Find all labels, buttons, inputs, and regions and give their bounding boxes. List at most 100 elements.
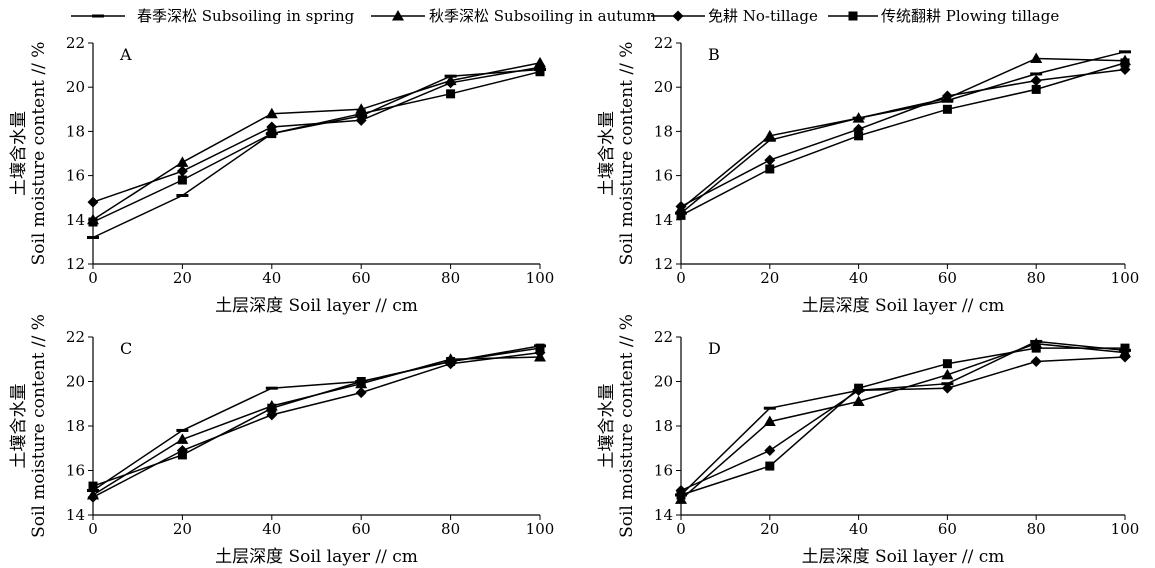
x-tick-label: 60 bbox=[938, 520, 957, 538]
data-point bbox=[1030, 72, 1043, 76]
data-point bbox=[88, 217, 98, 227]
legend-label: 传统翻耕 Plowing tillage bbox=[881, 7, 1059, 25]
chart-panel-d: 14 16 18 20 22 0 20 40 60 80 100 土层深度 Soil layer //… bbox=[596, 314, 1139, 567]
data-point bbox=[763, 129, 776, 141]
y-tick-label: 14 bbox=[66, 211, 85, 229]
series-dash bbox=[675, 339, 1131, 497]
data-point bbox=[355, 387, 367, 399]
data-point bbox=[941, 368, 954, 380]
series-line bbox=[92, 347, 541, 487]
x-tick-label: 0 bbox=[676, 269, 686, 287]
series-line bbox=[680, 68, 1126, 208]
x-tick-label: 100 bbox=[1111, 520, 1140, 538]
series-line bbox=[680, 62, 1126, 217]
y-tick-label: 22 bbox=[66, 34, 85, 52]
legend-label: 春季深松 Subsoiling in spring bbox=[137, 7, 355, 25]
data-point bbox=[763, 406, 776, 410]
y-axis-title-en: Soil moisture content // % bbox=[29, 42, 49, 266]
data-point bbox=[265, 107, 278, 119]
y-axis-title-cn: 土壤含水量 bbox=[8, 111, 29, 196]
data-point bbox=[177, 450, 187, 460]
legend-item: 春季深松 Subsoiling in spring bbox=[71, 7, 355, 25]
series-square bbox=[88, 67, 545, 227]
x-tick-label: 80 bbox=[1027, 520, 1046, 538]
x-tick-label: 60 bbox=[938, 269, 957, 287]
x-tick-label: 100 bbox=[526, 520, 555, 538]
data-point bbox=[941, 382, 953, 394]
series-diamond bbox=[87, 61, 546, 208]
chart-panel-a: 12 14 16 18 20 22 0 20 40 60 80 100 土层深度 Soil layer … bbox=[8, 34, 554, 316]
y-axis-title-cn: 土壤含水量 bbox=[596, 384, 617, 469]
series-line bbox=[92, 68, 541, 239]
chart-panel-b: 12 14 16 18 20 22 0 20 40 60 80 100 土层深度 Soil layer … bbox=[596, 34, 1139, 316]
x-tick-label: 20 bbox=[173, 269, 192, 287]
x-tick-label: 20 bbox=[173, 520, 192, 538]
series-line bbox=[92, 356, 541, 496]
data-point bbox=[446, 356, 456, 366]
data-point bbox=[764, 444, 776, 456]
y-tick-label: 18 bbox=[654, 122, 673, 140]
series-line bbox=[680, 340, 1126, 496]
series-diamond bbox=[87, 347, 546, 503]
y-axis-title-cn: 土壤含水量 bbox=[8, 384, 29, 469]
y-tick-label: 18 bbox=[654, 417, 673, 435]
data-point bbox=[265, 386, 278, 390]
y-tick-label: 22 bbox=[654, 328, 673, 346]
data-point bbox=[176, 165, 188, 177]
data-point bbox=[267, 403, 277, 413]
x-tick-label: 80 bbox=[441, 269, 460, 287]
data-point bbox=[676, 210, 686, 220]
data-point bbox=[942, 359, 952, 369]
data-point bbox=[764, 154, 776, 166]
legend-marker bbox=[848, 11, 858, 21]
series-line bbox=[680, 51, 1126, 214]
x-tick-label: 20 bbox=[760, 269, 779, 287]
y-tick-label: 16 bbox=[66, 462, 85, 480]
series-line bbox=[92, 62, 541, 221]
data-point bbox=[1119, 50, 1131, 54]
data-point bbox=[535, 343, 545, 353]
series-line bbox=[680, 342, 1126, 500]
data-point bbox=[445, 77, 457, 89]
x-tick-label: 80 bbox=[1027, 269, 1046, 287]
x-tick-label: 0 bbox=[88, 269, 98, 287]
y-tick-label: 16 bbox=[66, 167, 85, 185]
data-point bbox=[1119, 351, 1131, 363]
series-line bbox=[92, 345, 541, 492]
y-axis-title-en: Soil moisture content // % bbox=[617, 314, 637, 538]
x-tick-label: 40 bbox=[262, 269, 281, 287]
y-tick-label: 20 bbox=[66, 78, 85, 96]
data-point bbox=[941, 90, 953, 102]
data-point bbox=[675, 201, 687, 213]
data-point bbox=[765, 461, 775, 471]
y-tick-label: 14 bbox=[654, 506, 673, 524]
y-tick-label: 12 bbox=[654, 255, 673, 273]
y-tick-label: 18 bbox=[66, 417, 85, 435]
legend-label: 秋季深松 Subsoiling in autumn bbox=[429, 7, 656, 25]
series-square bbox=[676, 58, 1130, 220]
data-point bbox=[765, 164, 775, 174]
data-point bbox=[852, 112, 865, 123]
panel-label: D bbox=[708, 339, 721, 358]
y-axis-title-en: Soil moisture content // % bbox=[29, 314, 49, 538]
data-point bbox=[356, 377, 366, 386]
series-square bbox=[676, 343, 1130, 500]
x-axis-title: 土层深度 Soil layer // cm bbox=[802, 547, 1005, 567]
series-dash bbox=[675, 50, 1131, 215]
data-point bbox=[87, 235, 99, 239]
x-tick-label: 80 bbox=[441, 520, 460, 538]
data-point bbox=[676, 490, 686, 500]
data-point bbox=[535, 67, 545, 77]
data-point bbox=[1120, 343, 1130, 353]
x-tick-label: 20 bbox=[760, 520, 779, 538]
y-tick-label: 16 bbox=[654, 167, 673, 185]
data-point bbox=[88, 481, 98, 491]
y-tick-label: 18 bbox=[66, 122, 85, 140]
data-point bbox=[1030, 52, 1043, 63]
y-tick-label: 20 bbox=[654, 78, 673, 96]
legend-marker bbox=[672, 10, 684, 22]
series-line bbox=[92, 351, 541, 498]
data-point bbox=[176, 193, 189, 197]
y-tick-label: 20 bbox=[66, 373, 85, 391]
series-triangle bbox=[87, 351, 546, 500]
